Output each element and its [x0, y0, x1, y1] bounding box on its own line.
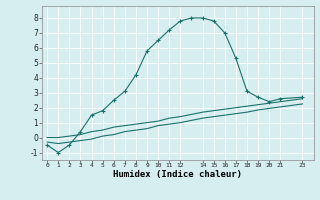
X-axis label: Humidex (Indice chaleur): Humidex (Indice chaleur) [113, 170, 242, 179]
